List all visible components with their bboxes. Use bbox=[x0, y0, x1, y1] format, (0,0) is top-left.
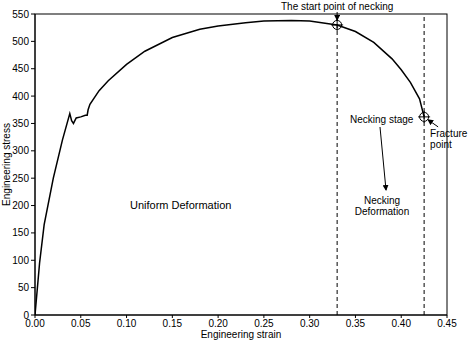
svg-text:550: 550 bbox=[12, 9, 29, 20]
svg-text:0.00: 0.00 bbox=[25, 318, 45, 330]
svg-text:0: 0 bbox=[23, 310, 29, 321]
svg-text:50: 50 bbox=[18, 282, 30, 293]
svg-text:350: 350 bbox=[12, 118, 29, 129]
svg-text:450: 450 bbox=[12, 63, 29, 74]
svg-text:0.10: 0.10 bbox=[117, 318, 137, 329]
svg-text:0.25: 0.25 bbox=[254, 318, 274, 329]
html-text:The start point of necking: The start point of necking bbox=[281, 1, 394, 12]
svg-text:0.20: 0.20 bbox=[208, 318, 228, 329]
svg-text:0.05: 0.05 bbox=[71, 318, 91, 329]
svg-text:400: 400 bbox=[12, 91, 29, 102]
svg-text:150: 150 bbox=[12, 227, 29, 238]
html-text:Uniform Deformation: Uniform Deformation bbox=[130, 199, 232, 211]
html-text:Necking stage: Necking stage bbox=[350, 114, 414, 125]
html-text:Fracture point: Fracture point bbox=[430, 127, 468, 150]
svg-text:0.15: 0.15 bbox=[163, 318, 183, 329]
svg-text:300: 300 bbox=[12, 145, 29, 156]
svg-text:0.40: 0.40 bbox=[391, 318, 411, 329]
svg-text:Engineering strain: Engineering strain bbox=[201, 329, 282, 340]
svg-text:100: 100 bbox=[12, 255, 29, 266]
svg-text:500: 500 bbox=[12, 36, 29, 47]
svg-text:250: 250 bbox=[12, 173, 29, 184]
svg-text:0.30: 0.30 bbox=[300, 318, 320, 329]
html-text:Necking Deformation: Necking Deformation bbox=[354, 195, 410, 217]
svg-text:0.45: 0.45 bbox=[437, 318, 457, 329]
svg-text:Engineering stress: Engineering stress bbox=[8, 123, 12, 206]
svg-text:0.35: 0.35 bbox=[346, 318, 366, 329]
svg-text:200: 200 bbox=[12, 200, 29, 211]
